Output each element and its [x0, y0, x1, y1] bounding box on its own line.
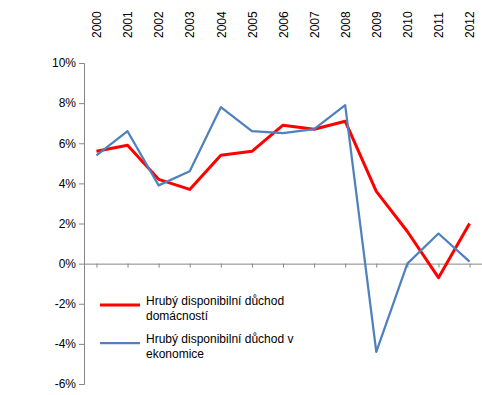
x-tick-label: 2011 [432, 12, 446, 38]
x-axis-line [85, 264, 482, 268]
chart: -6%-4%-2%0%2%4%6%8%10%200020012002200320… [0, 0, 482, 395]
x-tick-mark [96, 264, 97, 268]
x-tick-mark [252, 264, 253, 268]
y-tick-label: -2% [55, 297, 77, 311]
y-tick: 0% [59, 257, 84, 271]
y-tick-mark [79, 344, 84, 345]
x-tick: 2010 [401, 11, 415, 268]
x-tick: 2006 [277, 11, 291, 268]
y-tick: 8% [59, 96, 84, 110]
x-tick: 2004 [215, 11, 229, 268]
y-tick-mark [79, 264, 84, 265]
x-tick: 2008 [339, 11, 353, 268]
x-tick-label: 2012 [463, 11, 477, 38]
y-tick: 2% [59, 217, 84, 231]
x-tick-label: 2007 [308, 11, 322, 38]
legend-label: Hrubý disponibilní důchoddomácností [146, 294, 284, 323]
y-tick-mark [79, 183, 84, 184]
y-tick-label: 2% [59, 217, 77, 231]
legend-label: Hrubý disponibilní důchod vekonomice [146, 332, 293, 361]
y-tick: -6% [55, 377, 84, 391]
x-tick-label: 2005 [246, 11, 260, 38]
y-tick: 4% [59, 177, 84, 191]
y-tick-mark [79, 63, 84, 64]
y-tick-label: 6% [59, 137, 77, 151]
x-tick-mark [470, 264, 471, 268]
x-tick-mark [159, 264, 160, 268]
x-tick-mark [190, 264, 191, 268]
x-tick-label: 2008 [339, 11, 353, 38]
y-tick-label: 8% [59, 96, 77, 110]
x-tick-label: 2004 [215, 11, 229, 38]
legend-swatch [100, 304, 140, 307]
y-tick-label: 10% [52, 56, 76, 70]
x-tick-label: 2000 [90, 11, 104, 38]
y-tick-label: -6% [55, 377, 77, 391]
x-tick-mark [376, 264, 377, 268]
x-tick-mark [283, 264, 284, 268]
y-tick: -2% [55, 297, 84, 311]
x-tick: 2000 [90, 11, 104, 268]
x-tick-mark [128, 264, 129, 268]
y-tick-mark [79, 224, 84, 225]
x-tick: 2007 [308, 11, 322, 268]
y-axis-line [79, 64, 85, 385]
y-tick: -4% [55, 337, 84, 351]
x-tick: 2002 [152, 11, 166, 268]
x-tick-label: 2001 [121, 11, 135, 38]
x-tick-label: 2003 [183, 11, 197, 38]
y-tick-label: 4% [59, 177, 77, 191]
y-tick-mark [79, 384, 84, 385]
x-tick-mark [221, 264, 222, 268]
x-tick: 2005 [246, 11, 260, 268]
y-tick-label: -4% [55, 337, 77, 351]
x-tick-label: 2006 [277, 11, 291, 38]
x-tick-label: 2009 [370, 11, 384, 38]
x-tick-label: 2010 [401, 11, 415, 38]
legend-swatch [100, 342, 140, 344]
x-tick-mark [438, 264, 439, 268]
x-tick: 2011 [432, 12, 446, 268]
legend: Hrubý disponibilní důchoddomácností Hrubý… [100, 294, 293, 361]
y-tick: 10% [52, 56, 84, 70]
x-axis: 2000 2001 2002 2003 2004 2005 2006 2007 2008 2009… [85, 11, 482, 268]
x-tick-label: 2002 [152, 11, 166, 38]
y-tick-mark [79, 304, 84, 305]
x-tick: 2009 [370, 11, 384, 268]
x-tick-mark [345, 264, 346, 268]
y-tick-mark [79, 103, 84, 104]
line-series [96, 105, 469, 352]
line-series [96, 121, 469, 277]
y-tick-mark [79, 143, 84, 144]
y-axis: -6% -4% -2% 0% 2% 4% 6% 8% 10% [52, 56, 85, 391]
y-tick: 6% [59, 137, 84, 151]
plot-area [96, 105, 469, 352]
x-tick: 2003 [183, 11, 197, 268]
x-tick-mark [314, 264, 315, 268]
y-tick-label: 0% [59, 257, 77, 271]
